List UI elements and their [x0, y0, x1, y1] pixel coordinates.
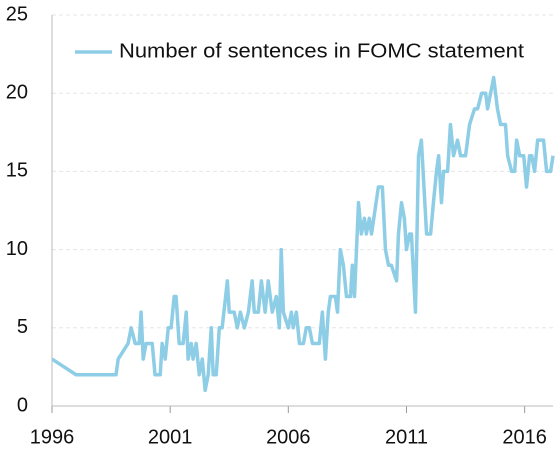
y-tick-label: 10: [6, 238, 28, 260]
y-tick-label: 20: [6, 81, 28, 103]
x-tick-label: 1996: [30, 426, 75, 448]
data-line: [52, 75, 555, 393]
x-tick-label: 2006: [266, 426, 311, 448]
x-tick-label: 2016: [502, 426, 547, 448]
x-tick-label: 2011: [385, 426, 428, 448]
y-tick-label: 5: [17, 316, 28, 338]
legend-label: Number of sentences in FOMC statement: [119, 40, 524, 62]
x-tick-label: 2001: [148, 426, 193, 448]
y-tick-label: 0: [17, 394, 28, 416]
y-tick-label: 15: [6, 160, 28, 182]
y-tick-label: 25: [6, 3, 28, 25]
